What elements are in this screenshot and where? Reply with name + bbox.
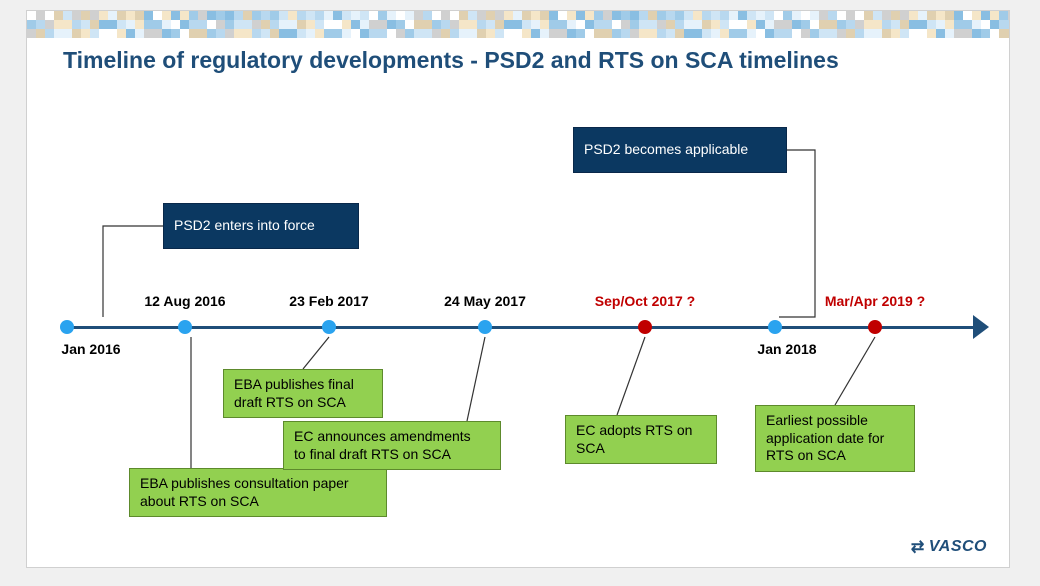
timeline-dot-feb2017 xyxy=(322,320,336,334)
date-label-sepoct2017: Sep/Oct 2017 ? xyxy=(595,293,695,309)
date-label-aug2016: 12 Aug 2016 xyxy=(144,293,225,309)
callout-eba-consult: EBA publishes consultation paper about R… xyxy=(129,468,387,517)
callout-eba-final: EBA publishes final draft RTS on SCA xyxy=(223,369,383,418)
timeline-dot-jan2016 xyxy=(60,320,74,334)
callout-earliest-apply: Earliest possible application date for R… xyxy=(755,405,915,472)
date-label-jan2018: Jan 2018 xyxy=(757,341,816,357)
timeline-dot-aug2016 xyxy=(178,320,192,334)
connector-ec-adopt xyxy=(617,337,645,415)
vasco-logo-text: VASCO xyxy=(929,538,987,556)
timeline-dot-sepoct2017 xyxy=(638,320,652,334)
timeline-dot-may2017 xyxy=(478,320,492,334)
connector-psd2-applicable xyxy=(779,150,815,317)
timeline-dot-jan2018 xyxy=(768,320,782,334)
vasco-logo-icon: ⇄ xyxy=(911,537,925,557)
callout-ec-amend: EC announces amendments to final draft R… xyxy=(283,421,501,470)
date-label-jan2016: Jan 2016 xyxy=(61,341,120,357)
connector-earliest-apply xyxy=(835,337,875,405)
callout-ec-adopt: EC adopts RTS on SCA xyxy=(565,415,717,464)
timeline-dot-marapr2019 xyxy=(868,320,882,334)
date-label-feb2017: 23 Feb 2017 xyxy=(289,293,368,309)
vasco-logo: ⇄ VASCO xyxy=(911,537,987,557)
date-label-may2017: 24 May 2017 xyxy=(444,293,526,309)
date-label-marapr2019: Mar/Apr 2019 ? xyxy=(825,293,925,309)
slide: Timeline of regulatory developments - PS… xyxy=(26,10,1010,568)
callout-psd2-applicable: PSD2 becomes applicable xyxy=(573,127,787,173)
callout-psd2-force: PSD2 enters into force xyxy=(163,203,359,249)
connector-eba-final xyxy=(303,337,329,369)
connector-ec-amend xyxy=(467,337,485,421)
